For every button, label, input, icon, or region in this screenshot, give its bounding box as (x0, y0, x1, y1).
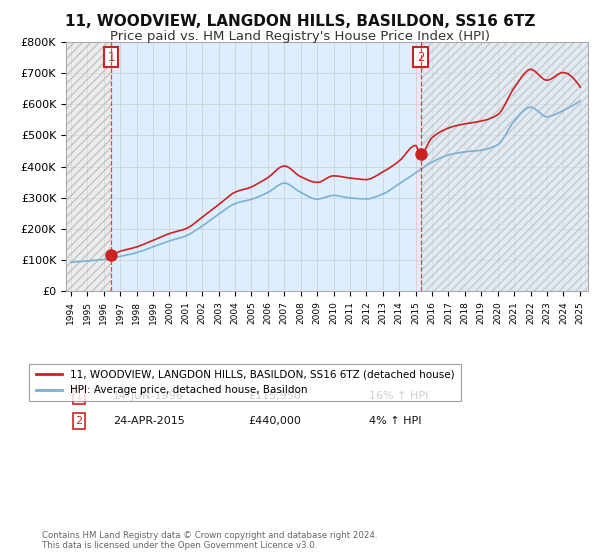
Text: £440,000: £440,000 (249, 416, 302, 426)
Text: 14-JUN-1996: 14-JUN-1996 (113, 391, 184, 401)
Text: 2: 2 (417, 51, 424, 64)
Text: 1: 1 (107, 51, 115, 64)
Text: Price paid vs. HM Land Registry's House Price Index (HPI): Price paid vs. HM Land Registry's House … (110, 30, 490, 43)
Text: 1: 1 (76, 391, 83, 401)
Text: 11, WOODVIEW, LANGDON HILLS, BASILDON, SS16 6TZ: 11, WOODVIEW, LANGDON HILLS, BASILDON, S… (65, 14, 535, 29)
Text: 2: 2 (76, 416, 83, 426)
Legend: 11, WOODVIEW, LANGDON HILLS, BASILDON, SS16 6TZ (detached house), HPI: Average p: 11, WOODVIEW, LANGDON HILLS, BASILDON, S… (29, 363, 461, 402)
Text: Contains HM Land Registry data © Crown copyright and database right 2024.
This d: Contains HM Land Registry data © Crown c… (42, 530, 377, 550)
Bar (421, 42, 600, 291)
Text: 24-APR-2015: 24-APR-2015 (113, 416, 185, 426)
Text: £115,950: £115,950 (249, 391, 301, 401)
Text: 4% ↑ HPI: 4% ↑ HPI (369, 416, 421, 426)
Bar (111, 42, 600, 291)
Text: 16% ↑ HPI: 16% ↑ HPI (369, 391, 428, 401)
Bar (50, 42, 111, 291)
